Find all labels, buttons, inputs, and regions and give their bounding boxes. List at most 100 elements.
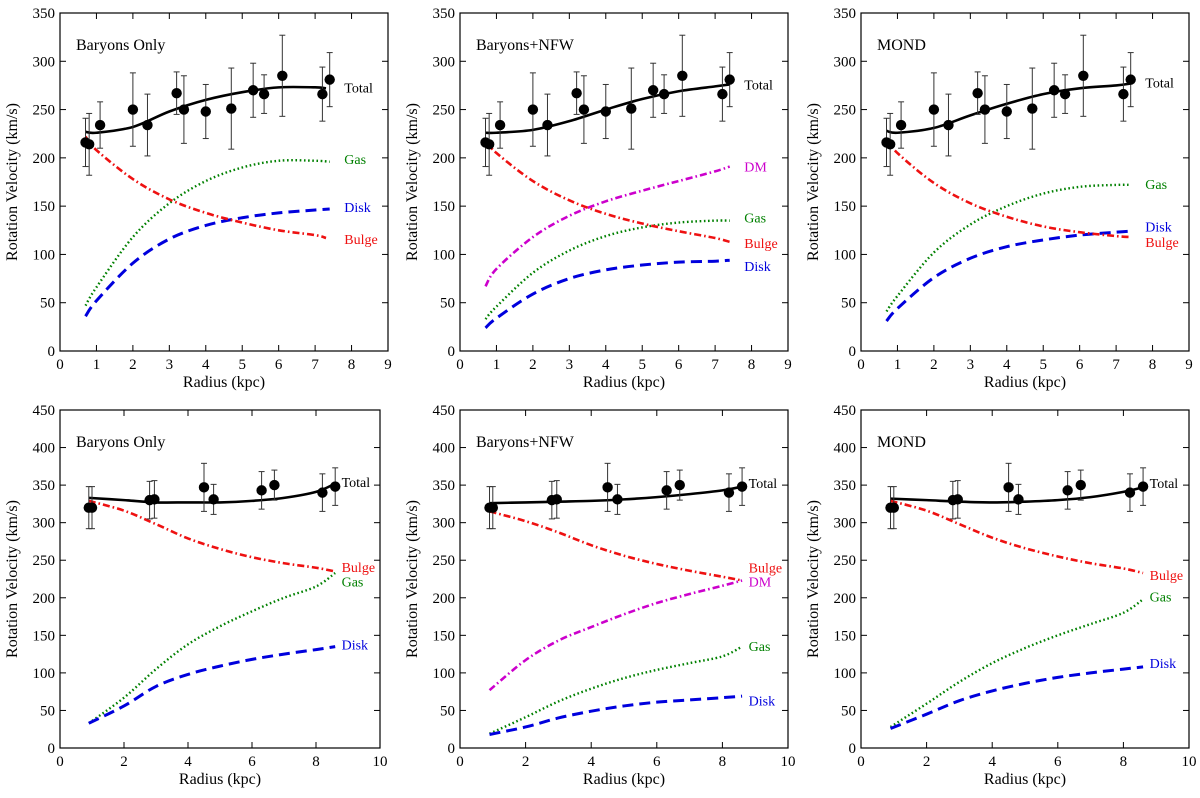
panel-4: 0 2 4 6 8 10050100150200250300350400450Radius…: [4, 403, 388, 788]
data-point: [527, 104, 539, 115]
data-point: [928, 104, 940, 115]
x-tick-label: 9: [384, 357, 392, 373]
x-tick-label: 4: [988, 754, 996, 770]
x-tick-label: 6: [1076, 357, 1084, 373]
x-tick-label: 8: [748, 357, 756, 373]
y-tick-label: 450: [834, 403, 857, 419]
y-tick-label: 250: [834, 103, 857, 119]
x-axis-label: Radius (kpc): [183, 374, 265, 391]
curve-label-gas: Gas: [1150, 590, 1172, 605]
panel-title: MOND: [877, 37, 926, 54]
data-point: [602, 482, 613, 493]
x-tick-label: 4: [184, 754, 192, 770]
data-point: [1078, 70, 1089, 81]
curve-label-disk: Disk: [1150, 657, 1176, 672]
data-point: [943, 119, 954, 131]
data-point: [952, 494, 963, 505]
data-point: [317, 88, 328, 100]
y-tick-label: 200: [433, 151, 456, 167]
series-gas-line: [885, 183, 1131, 313]
y-tick-label: 100: [33, 666, 56, 682]
data-point: [1124, 487, 1136, 498]
data-point: [1059, 88, 1071, 100]
plot-frame: [860, 409, 1190, 749]
curve-label-disk: Disk: [749, 695, 775, 710]
x-axis-label: Radius (kpc): [179, 771, 261, 788]
series-total-line: [890, 486, 1144, 504]
curve-label-dm: DM: [749, 575, 772, 590]
series-bulge-line: [84, 135, 327, 240]
y-tick-label: 0: [849, 344, 857, 360]
x-tick-label: 0: [857, 754, 865, 770]
x-tick-label: 7: [711, 357, 719, 373]
x-tick-label: 1: [894, 357, 902, 373]
curve-label-bulge: Bulge: [344, 233, 377, 248]
y-tick-label: 350: [33, 478, 56, 494]
data-point: [972, 87, 983, 99]
data-point: [269, 479, 280, 491]
y-axis-label: Rotation Velocity (km/s): [805, 103, 822, 261]
x-tick-label: 1: [493, 357, 501, 373]
data-point: [487, 502, 498, 513]
data-point: [324, 74, 335, 85]
x-tick-label: 9: [784, 357, 792, 373]
data-point: [258, 88, 270, 100]
y-axis-label: Rotation Velocity (km/s): [404, 103, 421, 261]
y-axis-label: Rotation Velocity (km/s): [4, 500, 21, 658]
data-point: [494, 119, 506, 131]
data-point: [647, 85, 659, 96]
x-tick-label: 2: [529, 357, 537, 373]
y-tick-label: 100: [433, 247, 456, 263]
data-point: [277, 70, 288, 81]
series-dm-line: [488, 579, 743, 692]
y-tick-label: 300: [433, 516, 456, 532]
panel-title: MOND: [877, 434, 926, 451]
data-point: [1027, 103, 1038, 114]
data-point: [612, 494, 623, 505]
x-tick-label: 6: [653, 754, 661, 770]
x-tick-label: 3: [566, 357, 574, 373]
curve-label-total: Total: [744, 78, 773, 93]
data-point: [626, 103, 637, 114]
x-tick-label: 10: [373, 754, 388, 770]
y-tick-label: 450: [33, 403, 56, 419]
x-tick-label: 0: [456, 357, 464, 373]
y-tick-label: 200: [33, 151, 56, 167]
x-tick-label: 0: [857, 357, 865, 373]
plot-frame: [860, 12, 1190, 352]
y-tick-label: 350: [433, 6, 456, 22]
series-gas-line: [489, 645, 743, 735]
x-tick-label: 3: [967, 357, 975, 373]
plot-frame: [59, 409, 381, 749]
series-total-line: [88, 482, 336, 504]
y-tick-label: 150: [834, 628, 857, 644]
x-tick-label: 7: [311, 357, 319, 373]
curve-label-total: Total: [344, 81, 373, 96]
curve-label-total: Total: [342, 476, 371, 491]
series-disk-line: [84, 207, 330, 318]
data-point: [723, 487, 735, 498]
data-point: [895, 119, 907, 131]
series-gas-line: [88, 572, 336, 725]
x-tick-label: 6: [275, 357, 283, 373]
x-tick-label: 4: [602, 357, 610, 373]
curve-label-disk: Disk: [744, 260, 770, 275]
plot-frame: [459, 409, 789, 749]
series-disk-line: [885, 229, 1131, 323]
x-tick-label: 8: [312, 754, 320, 770]
x-tick-label: 8: [348, 357, 356, 373]
x-tick-label: 7: [1112, 357, 1120, 373]
y-tick-label: 300: [834, 516, 857, 532]
y-tick-label: 0: [48, 741, 56, 757]
data-point: [200, 106, 211, 117]
y-tick-label: 300: [33, 516, 56, 532]
data-point: [736, 481, 748, 492]
data-point: [1118, 88, 1129, 100]
y-tick-label: 100: [834, 666, 857, 682]
data-point: [888, 502, 899, 513]
plot-frame: [459, 12, 789, 352]
x-tick-label: 9: [1185, 357, 1193, 373]
data-point: [198, 482, 210, 493]
x-tick-label: 5: [1039, 357, 1047, 373]
y-tick-label: 50: [440, 703, 455, 719]
